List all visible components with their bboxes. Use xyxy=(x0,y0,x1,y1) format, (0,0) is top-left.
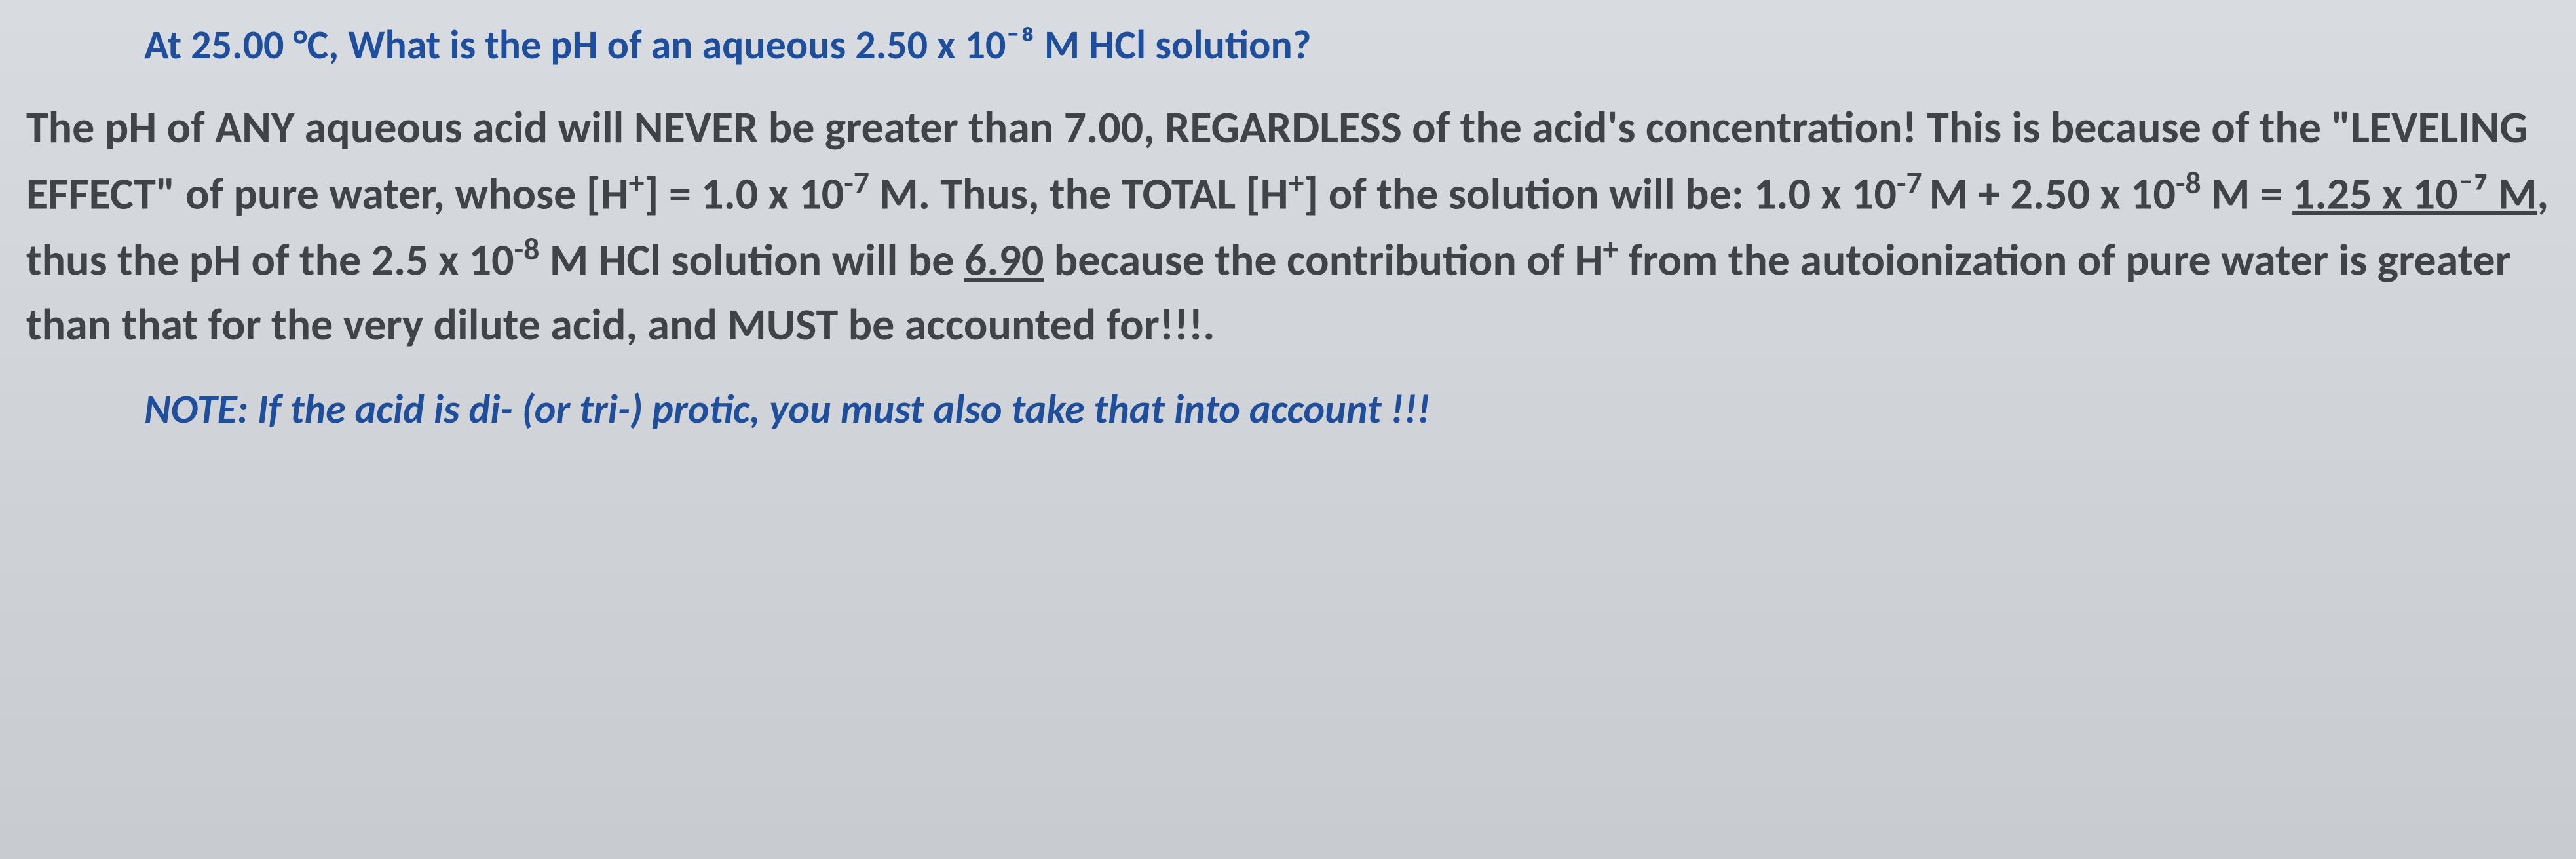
underlined-concentration: 1.25 x 10⁻⁷ M xyxy=(2292,166,2537,221)
superscript-plus-2: + xyxy=(1289,164,1304,202)
question-text: At 25.00 °C, What is the pH of an aqueou… xyxy=(144,20,2550,69)
answer-text-5: M + 2.50 x 10 xyxy=(1929,166,2176,221)
superscript-neg7-2: -7 xyxy=(1897,164,1929,202)
answer-text-9: because the contribution of H xyxy=(1044,233,1602,288)
superscript-neg8-1: -8 xyxy=(2176,164,2201,202)
superscript-plus-3: + xyxy=(1603,230,1619,268)
answer-text-2: ] = 1.0 x 10 xyxy=(644,166,844,221)
answer-text-8: M HCl solution will be xyxy=(539,233,964,288)
superscript-neg7-1: -7 xyxy=(844,164,869,202)
superscript-plus-1: + xyxy=(629,164,645,202)
note-text: NOTE: If the acid is di- (or tri-) proti… xyxy=(144,384,2550,434)
answer-paragraph: The pH of ANY aqueous acid will NEVER be… xyxy=(26,96,2550,358)
answer-text-3: M. Thus, the TOTAL [H xyxy=(869,166,1289,221)
answer-text-6: M = xyxy=(2201,166,2292,221)
answer-text-4: ] of the solution will be: 1.0 x 10 xyxy=(1304,166,1897,221)
underlined-ph-value: 6.90 xyxy=(964,233,1044,288)
superscript-neg8-2: -8 xyxy=(514,230,540,268)
